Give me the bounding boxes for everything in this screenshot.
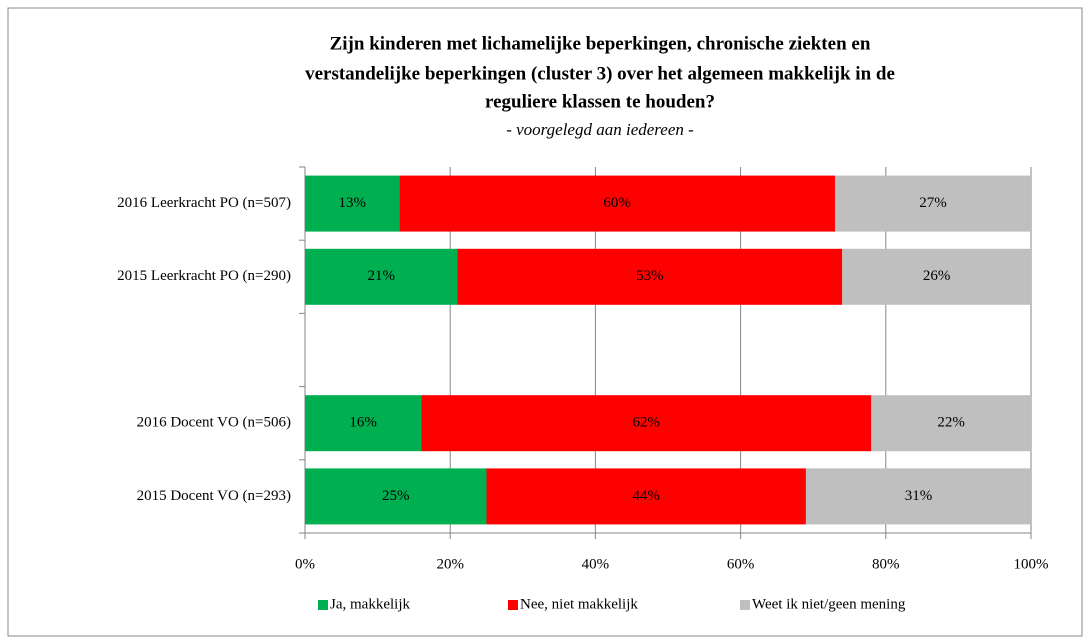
x-tick-label: 100% <box>1014 556 1049 572</box>
value-label: 21% <box>367 268 395 284</box>
legend-swatch <box>740 600 750 610</box>
value-label: 62% <box>632 415 660 431</box>
chart-subtitle: - voorgelegd aan iedereen - <box>506 120 694 139</box>
y-tick-label: 2016 Leerkracht PO (n=507) <box>117 195 291 211</box>
bar-segment <box>871 395 1031 452</box>
value-label: 13% <box>338 195 366 211</box>
x-tick-label: 60% <box>727 556 755 572</box>
bar-segment <box>805 468 1031 525</box>
legend-swatch <box>508 600 518 610</box>
y-tick-label: 2015 Docent VO (n=293) <box>137 488 291 504</box>
value-label: 44% <box>632 488 660 504</box>
chart-title: reguliere klassen te houden? <box>485 91 715 112</box>
value-label: 26% <box>923 268 951 284</box>
chart-title: Zijn kinderen met lichamelijke beperking… <box>330 33 871 54</box>
bar-segment <box>457 248 843 305</box>
value-label: 22% <box>937 415 965 431</box>
legend-label: Weet ik niet/geen mening <box>752 596 906 612</box>
bar-segment <box>305 248 458 305</box>
bar-segment <box>842 248 1031 305</box>
bar-segment <box>305 395 422 452</box>
x-tick-label: 80% <box>872 556 900 572</box>
legend-swatch <box>318 600 328 610</box>
chart-frame <box>7 7 1083 637</box>
value-label: 60% <box>603 195 631 211</box>
value-label: 25% <box>382 488 410 504</box>
legend-label: Ja, makkelijk <box>330 596 410 612</box>
value-label: 16% <box>349 415 377 431</box>
bar-segment <box>305 175 400 232</box>
y-tick-label: 2016 Docent VO (n=506) <box>137 415 291 431</box>
bar-segment <box>399 175 835 232</box>
bar-segment <box>486 468 806 525</box>
bar-segment <box>421 395 872 452</box>
y-tick-label: 2015 Leerkracht PO (n=290) <box>117 268 291 284</box>
value-label: 53% <box>636 268 664 284</box>
chart-title: verstandelijke beperkingen (cluster 3) o… <box>305 63 895 84</box>
value-label: 31% <box>905 488 933 504</box>
legend-label: Nee, niet makkelijk <box>520 596 638 612</box>
x-tick-label: 40% <box>582 556 610 572</box>
bar-segment <box>305 468 487 525</box>
bar-segment <box>834 175 1031 232</box>
x-tick-label: 0% <box>295 556 315 572</box>
x-tick-label: 20% <box>436 556 464 572</box>
value-label: 27% <box>919 195 947 211</box>
